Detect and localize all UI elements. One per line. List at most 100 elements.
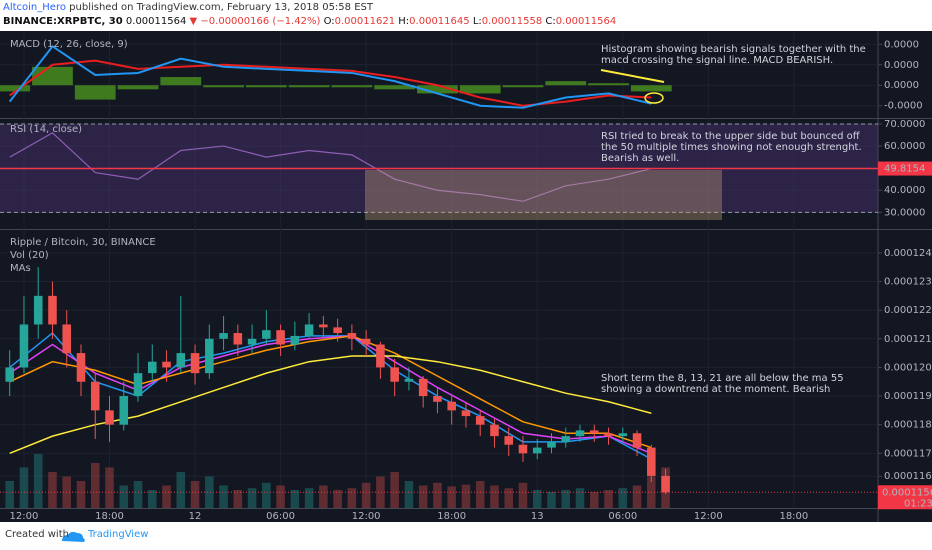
candle-body [76,353,86,382]
candle-body [262,330,271,339]
volume-bar [333,490,342,508]
author[interactable]: Altcoin_Hero [3,2,66,13]
y-tick-label: 0.00012300 [884,277,932,288]
y-tick-label: 0.00011620 [884,471,932,482]
price-annotation: Short term the 8, 13, 21 are all below t… [601,373,844,395]
x-tick-label: 06:00 [608,511,637,522]
y-tick-label: 0.0000 [884,60,919,71]
candle-body [404,378,414,382]
volume-bar [33,454,43,508]
candle-body [304,324,314,336]
y-tick-label: 40.0000 [884,185,925,196]
moving-average [9,332,652,460]
volume-bar [48,472,57,508]
rsi-title: RSI (14, close) [10,124,82,135]
candle-body [490,424,499,437]
volume-bar [247,488,257,508]
histogram-bar [288,85,330,88]
volume-bar [190,481,200,508]
volume-bar [532,490,542,508]
price-title: Ripple / Bitcoin, 30, BINANCE [10,237,156,248]
macd-annotation: Histogram showing bearish signals togeth… [601,44,866,66]
last-value-badge [878,161,932,176]
rsi-annotation: RSI tried to break to the upper side but… [601,131,862,164]
volume-bar [319,485,328,508]
candle-body [33,295,43,325]
candle-body [176,353,186,368]
candle-body [162,361,171,368]
footer-created: Created with [5,529,69,540]
chart-bg [0,31,932,522]
candle-body [233,333,243,345]
histogram-bar [160,77,202,86]
ma-label: MAs [10,263,31,274]
candle-body [219,333,228,339]
countdown: 01:23 [904,498,932,509]
volume-bar [361,482,371,508]
volume-bar [290,490,300,508]
y-tick-label: 0.00011800 [884,420,932,431]
histogram-bar [417,85,458,94]
volume-bar [347,488,357,508]
histogram-bar [203,85,244,88]
candle-body [333,327,342,334]
macd-line [8,44,652,109]
histogram-bar [545,81,587,86]
candle-body [190,353,200,374]
candle-body [647,447,656,476]
volume-bar [618,488,628,508]
footer-brand[interactable]: TradingView [88,529,149,540]
candle-body [133,373,143,397]
x-tick-label: 18:00 [779,511,808,522]
change: ▼ −0.00000166 (−1.42%) [189,16,321,27]
candle-body [319,324,328,328]
candle-body [518,444,528,454]
y-tick-label: 0.00012100 [884,334,932,345]
volume-bar [276,485,285,508]
volume-bar [148,490,157,508]
histogram-bar [0,85,31,92]
candle-body [589,430,599,434]
candle-body [447,401,456,411]
quote-line: BINANCE:XRPBTC, 30 0.00011564 ▼ −0.00000… [3,16,616,27]
candle-body [148,361,157,374]
brand-logo [62,531,85,542]
volume-bar [518,482,528,508]
candle-body [119,396,129,425]
candle-body [247,338,257,345]
moving-average [9,355,652,455]
x-tick-label: 06:00 [266,511,295,522]
histogram-bar [630,85,672,92]
volume-bar [219,485,228,508]
volume-bar [461,484,471,508]
candle-body [632,433,642,448]
candle-body [604,433,613,437]
y-tick-label: 60.0000 [884,141,925,152]
volume-bar [376,476,385,508]
candle-body [561,436,571,442]
candle-body [475,416,485,425]
l-label: L: [472,16,482,27]
candle-body [376,344,385,368]
last-value-label: 49.8154 [884,164,925,175]
candle-body [290,335,300,345]
volume-bar [490,485,499,508]
x-tick-label: 12:00 [10,511,39,522]
volume-bar [547,491,556,508]
candle-body [361,338,371,345]
candle-body [276,330,285,345]
moving-average [9,335,652,449]
volume-bar [304,488,314,508]
x-tick-label: 12:00 [352,511,381,522]
cross-highlight [644,92,664,104]
candle-body [105,410,114,425]
volume-bar [262,482,271,508]
volume-bar [604,490,613,508]
y-tick-label: 0.00012000 [884,362,932,373]
volume-bar [504,488,514,508]
candle-body [62,324,72,354]
y-tick-label: 0.0000 [884,80,919,91]
published: published on TradingView.com, February 1… [69,2,373,13]
candle-body [418,378,428,397]
volume-bar [561,490,571,508]
